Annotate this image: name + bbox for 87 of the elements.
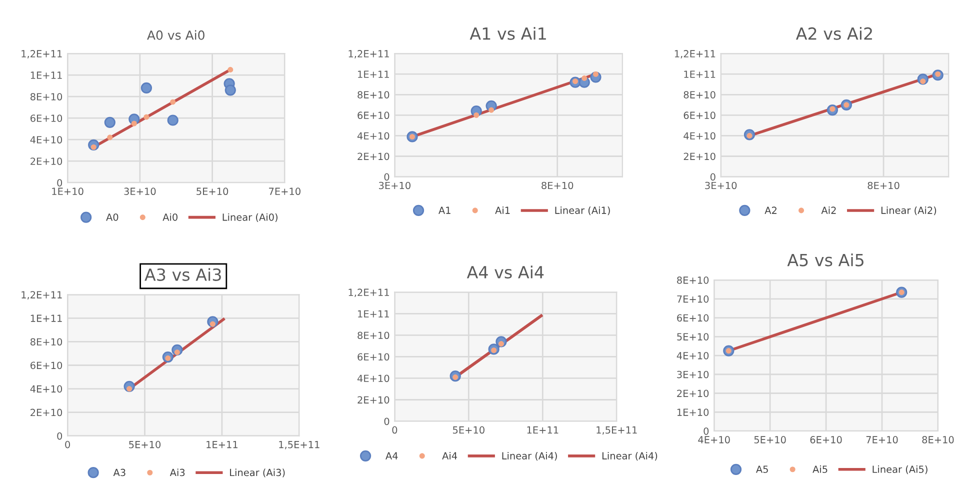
chart-title: A4 vs Ai4 bbox=[466, 266, 544, 279]
y-tick-label: 1,2E+11 bbox=[348, 288, 389, 298]
x-tick-label: 3E+10 bbox=[705, 182, 737, 190]
y-tick-label: 0 bbox=[710, 173, 716, 181]
y-tick-label: 4E+10 bbox=[684, 132, 716, 140]
y-tick-label: 2E+10 bbox=[684, 152, 716, 160]
y-tick-label: 1,2E+11 bbox=[22, 291, 62, 300]
y-tick-label: 6E+10 bbox=[30, 362, 62, 370]
y-tick-label: 4E+10 bbox=[357, 132, 390, 140]
x-tick-label: 0 bbox=[392, 426, 398, 434]
legend-label: A2 bbox=[764, 206, 776, 214]
y-tick-label: 1E+11 bbox=[30, 72, 62, 79]
y-tick-label: 1E+11 bbox=[358, 70, 389, 78]
legend-label: A3 bbox=[113, 468, 126, 476]
y-tick-label: 8E+10 bbox=[30, 338, 62, 346]
x-tick-label: 8E+10 bbox=[922, 436, 954, 444]
y-tick-label: 6E+10 bbox=[358, 112, 390, 120]
y-tick-label: 6E+10 bbox=[358, 353, 390, 361]
x-tick-label: 1E+10 bbox=[52, 188, 84, 196]
y-tick-label: 0 bbox=[384, 173, 390, 181]
y-tick-label: 8E+10 bbox=[677, 276, 709, 284]
legend-label: Linear (Ai4) bbox=[502, 452, 557, 461]
x-tick-label: 8E+10 bbox=[868, 182, 900, 190]
y-tick-label: 4E+10 bbox=[30, 136, 62, 144]
x-tick-label: 1E+11 bbox=[206, 441, 238, 448]
chart-title: A1 vs Ai1 bbox=[470, 27, 546, 40]
y-tick-label: 8E+10 bbox=[684, 91, 716, 98]
y-tick-label: 0 bbox=[384, 418, 390, 426]
x-tick-label: 7E+10 bbox=[269, 188, 300, 196]
y-tick-label: 8E+10 bbox=[358, 332, 390, 340]
legend-label: Ai1 bbox=[495, 206, 510, 214]
y-tick-label: 2E+10 bbox=[30, 158, 62, 165]
chart-title: A0 vs Ai0 bbox=[147, 30, 204, 40]
y-tick-label: 3E+10 bbox=[677, 370, 709, 378]
x-tick-label: 1E+11 bbox=[527, 426, 558, 434]
x-tick-label: 8E+10 bbox=[542, 182, 574, 190]
y-tick-label: 1E+11 bbox=[358, 310, 389, 318]
y-tick-label: 4E+10 bbox=[357, 374, 390, 382]
legend-label: Ai4 bbox=[442, 452, 458, 460]
legend-label: A1 bbox=[438, 206, 450, 214]
y-tick-label: 1E+10 bbox=[677, 408, 709, 416]
legend-label: Linear (Ai0) bbox=[222, 213, 278, 222]
x-tick-label: 7E+10 bbox=[866, 436, 898, 444]
legend-label: Ai5 bbox=[812, 465, 828, 473]
y-tick-label: 5E+10 bbox=[677, 333, 709, 340]
legend-label: Linear (Ai4) bbox=[602, 452, 658, 461]
y-tick-label: 1,2E+11 bbox=[348, 50, 389, 58]
legend-label: Ai0 bbox=[162, 213, 178, 221]
y-tick-label: 2E+10 bbox=[358, 152, 390, 160]
x-tick-label: 0 bbox=[65, 440, 70, 448]
x-tick-label: 3E+10 bbox=[124, 188, 156, 196]
y-tick-label: 2E+10 bbox=[677, 390, 709, 398]
y-tick-label: 1,2E+11 bbox=[674, 50, 716, 58]
x-tick-label: 5E+10 bbox=[754, 436, 786, 444]
x-tick-label: 1,5E+11 bbox=[596, 426, 637, 435]
x-tick-label: 4E+10 bbox=[698, 436, 730, 444]
legend-label: Linear (Ai1) bbox=[555, 206, 610, 216]
legend-label: A0 bbox=[106, 213, 118, 221]
y-tick-label: 1,2E+11 bbox=[22, 50, 62, 58]
chart-title: A3 vs Ai3 bbox=[144, 268, 221, 281]
legend-label: A4 bbox=[386, 452, 398, 460]
y-tick-label: 1E+11 bbox=[684, 70, 716, 78]
legend-label: A5 bbox=[756, 466, 768, 473]
y-tick-label: 6E+10 bbox=[30, 114, 62, 122]
chart-title: A5 vs Ai5 bbox=[787, 253, 864, 266]
x-tick-label: 5E+10 bbox=[129, 440, 161, 448]
legend-label: Linear (Ai2) bbox=[881, 206, 936, 216]
y-tick-label: 2E+10 bbox=[30, 408, 62, 416]
y-tick-label: 4E+10 bbox=[676, 352, 709, 360]
legend-label: Ai3 bbox=[170, 468, 185, 476]
y-tick-label: 4E+10 bbox=[30, 385, 62, 393]
y-tick-label: 8E+10 bbox=[30, 93, 62, 100]
y-tick-label: 1E+11 bbox=[30, 314, 62, 322]
x-tick-label: 1,5E+11 bbox=[279, 441, 320, 450]
y-tick-label: 6E+10 bbox=[677, 314, 709, 322]
y-tick-label: 6E+10 bbox=[684, 112, 716, 120]
legend-label: Ai2 bbox=[821, 206, 836, 214]
legend-label: Linear (Ai3) bbox=[230, 468, 285, 478]
x-tick-label: 5E+10 bbox=[452, 426, 484, 434]
y-tick-label: 7E+10 bbox=[677, 295, 709, 303]
y-tick-label: 8E+10 bbox=[358, 91, 390, 98]
y-tick-label: 2E+10 bbox=[358, 396, 390, 404]
chart-title: A2 vs Ai2 bbox=[796, 27, 872, 40]
x-tick-label: 6E+10 bbox=[810, 436, 842, 444]
legend-label: Linear (Ai5) bbox=[872, 465, 928, 474]
x-tick-label: 5E+10 bbox=[196, 188, 228, 196]
x-tick-label: 3E+10 bbox=[379, 182, 410, 190]
